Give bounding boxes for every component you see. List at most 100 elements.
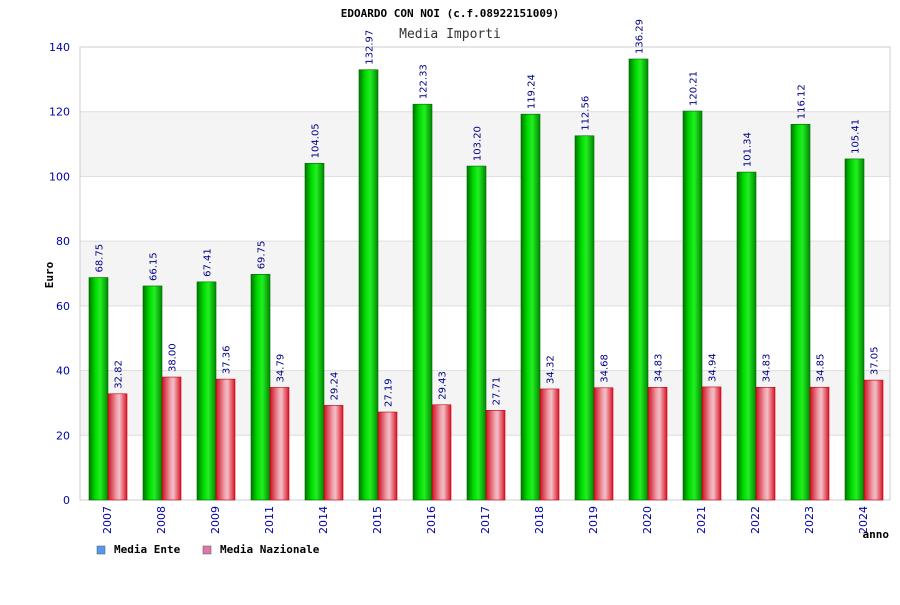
x-tick-label-2022: 2022 — [749, 506, 762, 534]
bar-media-nazionale-2017 — [485, 410, 506, 501]
bar-media-nazionale-2024 — [863, 379, 884, 501]
value-label-media-nazionale-2016: 29.43 — [438, 371, 449, 400]
bar-media-ente-2023 — [790, 123, 811, 501]
value-label-media-nazionale-2011: 34.79 — [276, 354, 287, 383]
legend-swatch-media-nazionale — [202, 545, 212, 555]
x-axis-label: anno — [863, 528, 890, 541]
bar-media-nazionale-2008 — [161, 376, 182, 501]
y-axis-label: Euro — [43, 261, 56, 288]
bar-media-nazionale-2015 — [377, 411, 398, 501]
value-label-media-nazionale-2023: 34.85 — [816, 354, 827, 383]
x-tick-label-2017: 2017 — [479, 506, 492, 534]
value-label-media-nazionale-2018: 34.32 — [546, 355, 557, 384]
legend-label-media-ente: Media Ente — [114, 543, 181, 556]
value-label-media-ente-2015: 132.97 — [365, 30, 376, 65]
bar-media-nazionale-2019 — [593, 387, 614, 501]
value-label-media-ente-2020: 136.29 — [635, 19, 646, 54]
x-tick-label-2007: 2007 — [101, 506, 114, 534]
value-label-media-ente-2008: 66.15 — [149, 252, 160, 281]
value-label-media-nazionale-2007: 32.82 — [114, 360, 125, 389]
grid-band — [80, 111, 890, 177]
x-tick-label-2016: 2016 — [425, 506, 438, 534]
bar-media-ente-2021 — [682, 110, 703, 501]
x-tick-label-2014: 2014 — [317, 506, 330, 534]
chart-subtitle: Media Importi — [399, 27, 501, 42]
y-tick-label: 140 — [49, 41, 70, 54]
value-label-media-nazionale-2019: 34.68 — [600, 354, 611, 383]
value-label-media-nazionale-2009: 37.36 — [222, 345, 233, 374]
value-label-media-nazionale-2014: 29.24 — [330, 372, 341, 401]
bar-media-nazionale-2020 — [647, 387, 668, 501]
bar-media-nazionale-2023 — [809, 386, 830, 501]
x-tick-label-2021: 2021 — [695, 506, 708, 534]
legend-swatch-media-ente — [96, 545, 106, 555]
grid-band — [80, 47, 890, 112]
value-label-media-ente-2018: 119.24 — [527, 74, 538, 109]
value-label-media-ente-2009: 67.41 — [203, 248, 214, 277]
value-label-media-ente-2017: 103.20 — [473, 126, 484, 161]
value-label-media-nazionale-2024: 37.05 — [870, 346, 881, 375]
value-label-media-ente-2022: 101.34 — [743, 132, 754, 167]
value-label-media-ente-2021: 120.21 — [689, 71, 700, 106]
y-tick-label: 40 — [56, 365, 70, 378]
bar-media-nazionale-2009 — [215, 378, 236, 501]
x-tick-label-2008: 2008 — [155, 506, 168, 534]
bar-media-nazionale-2016 — [431, 404, 452, 501]
value-label-media-ente-2023: 116.12 — [797, 84, 808, 119]
bar-media-nazionale-2007 — [107, 393, 128, 501]
value-label-media-nazionale-2020: 34.83 — [654, 354, 665, 383]
y-axis-ticks: 0 20 40 60 80 100 120 140 — [49, 41, 70, 507]
bar-media-ente-2024 — [844, 158, 865, 501]
bar-media-ente-2016 — [412, 103, 433, 501]
x-tick-label-2023: 2023 — [803, 506, 816, 534]
bar-media-ente-2015 — [358, 69, 379, 501]
legend: Media Ente Media Nazionale — [96, 543, 320, 556]
bar-media-nazionale-2021 — [701, 386, 722, 501]
x-tick-label-2019: 2019 — [587, 506, 600, 534]
value-label-media-ente-2019: 112.56 — [581, 96, 592, 131]
value-label-media-ente-2007: 68.75 — [95, 244, 106, 273]
bar-media-nazionale-2022 — [755, 387, 776, 501]
value-label-media-nazionale-2022: 34.83 — [762, 354, 773, 383]
x-tick-label-2011: 2011 — [263, 506, 276, 534]
y-tick-label: 80 — [56, 235, 70, 248]
x-axis-ticks: 2007 2008 2009 2011 2014 2015 2016 2017 2018 2019… — [101, 506, 870, 534]
y-tick-label: 20 — [56, 429, 70, 442]
bar-media-nazionale-2018 — [539, 388, 560, 501]
x-tick-label-2018: 2018 — [533, 506, 546, 534]
x-tick-label-2015: 2015 — [371, 506, 384, 534]
value-label-media-nazionale-2021: 34.94 — [708, 353, 719, 382]
legend-label-media-nazionale: Media Nazionale — [220, 543, 320, 556]
bar-media-ente-2022 — [736, 171, 757, 501]
value-label-media-ente-2024: 105.41 — [851, 119, 862, 154]
bars — [88, 58, 884, 501]
value-label-media-ente-2016: 122.33 — [419, 64, 430, 99]
legend-item-media-nazionale: Media Nazionale — [202, 543, 320, 556]
bar-media-ente-2007 — [88, 277, 109, 501]
bar-media-ente-2018 — [520, 113, 541, 501]
bar-media-nazionale-2011 — [269, 387, 290, 501]
bar-media-ente-2011 — [250, 274, 271, 501]
legend-item-media-ente: Media Ente — [96, 543, 181, 556]
bar-media-ente-2017 — [466, 165, 487, 501]
x-tick-label-2024: 2024 — [857, 506, 870, 534]
x-tick-label-2020: 2020 — [641, 506, 654, 534]
value-label-media-nazionale-2008: 38.00 — [168, 343, 179, 372]
bar-media-ente-2019 — [574, 135, 595, 501]
y-tick-label: 120 — [49, 106, 70, 119]
bar-media-ente-2020 — [628, 58, 649, 501]
bar-media-ente-2008 — [142, 285, 163, 501]
bar-media-nazionale-2014 — [323, 405, 344, 501]
chart-title: EDOARDO CON NOI (c.f.08922151009) — [341, 7, 560, 20]
y-tick-label: 60 — [56, 300, 70, 313]
y-tick-label: 0 — [63, 494, 70, 507]
y-tick-label: 100 — [49, 170, 70, 183]
value-label-media-ente-2014: 104.05 — [311, 123, 322, 158]
value-label-media-nazionale-2017: 27.71 — [492, 377, 503, 406]
bar-media-ente-2014 — [304, 163, 325, 501]
bar-media-ente-2009 — [196, 281, 217, 501]
x-tick-label-2009: 2009 — [209, 506, 222, 534]
value-label-media-nazionale-2015: 27.19 — [384, 378, 395, 407]
